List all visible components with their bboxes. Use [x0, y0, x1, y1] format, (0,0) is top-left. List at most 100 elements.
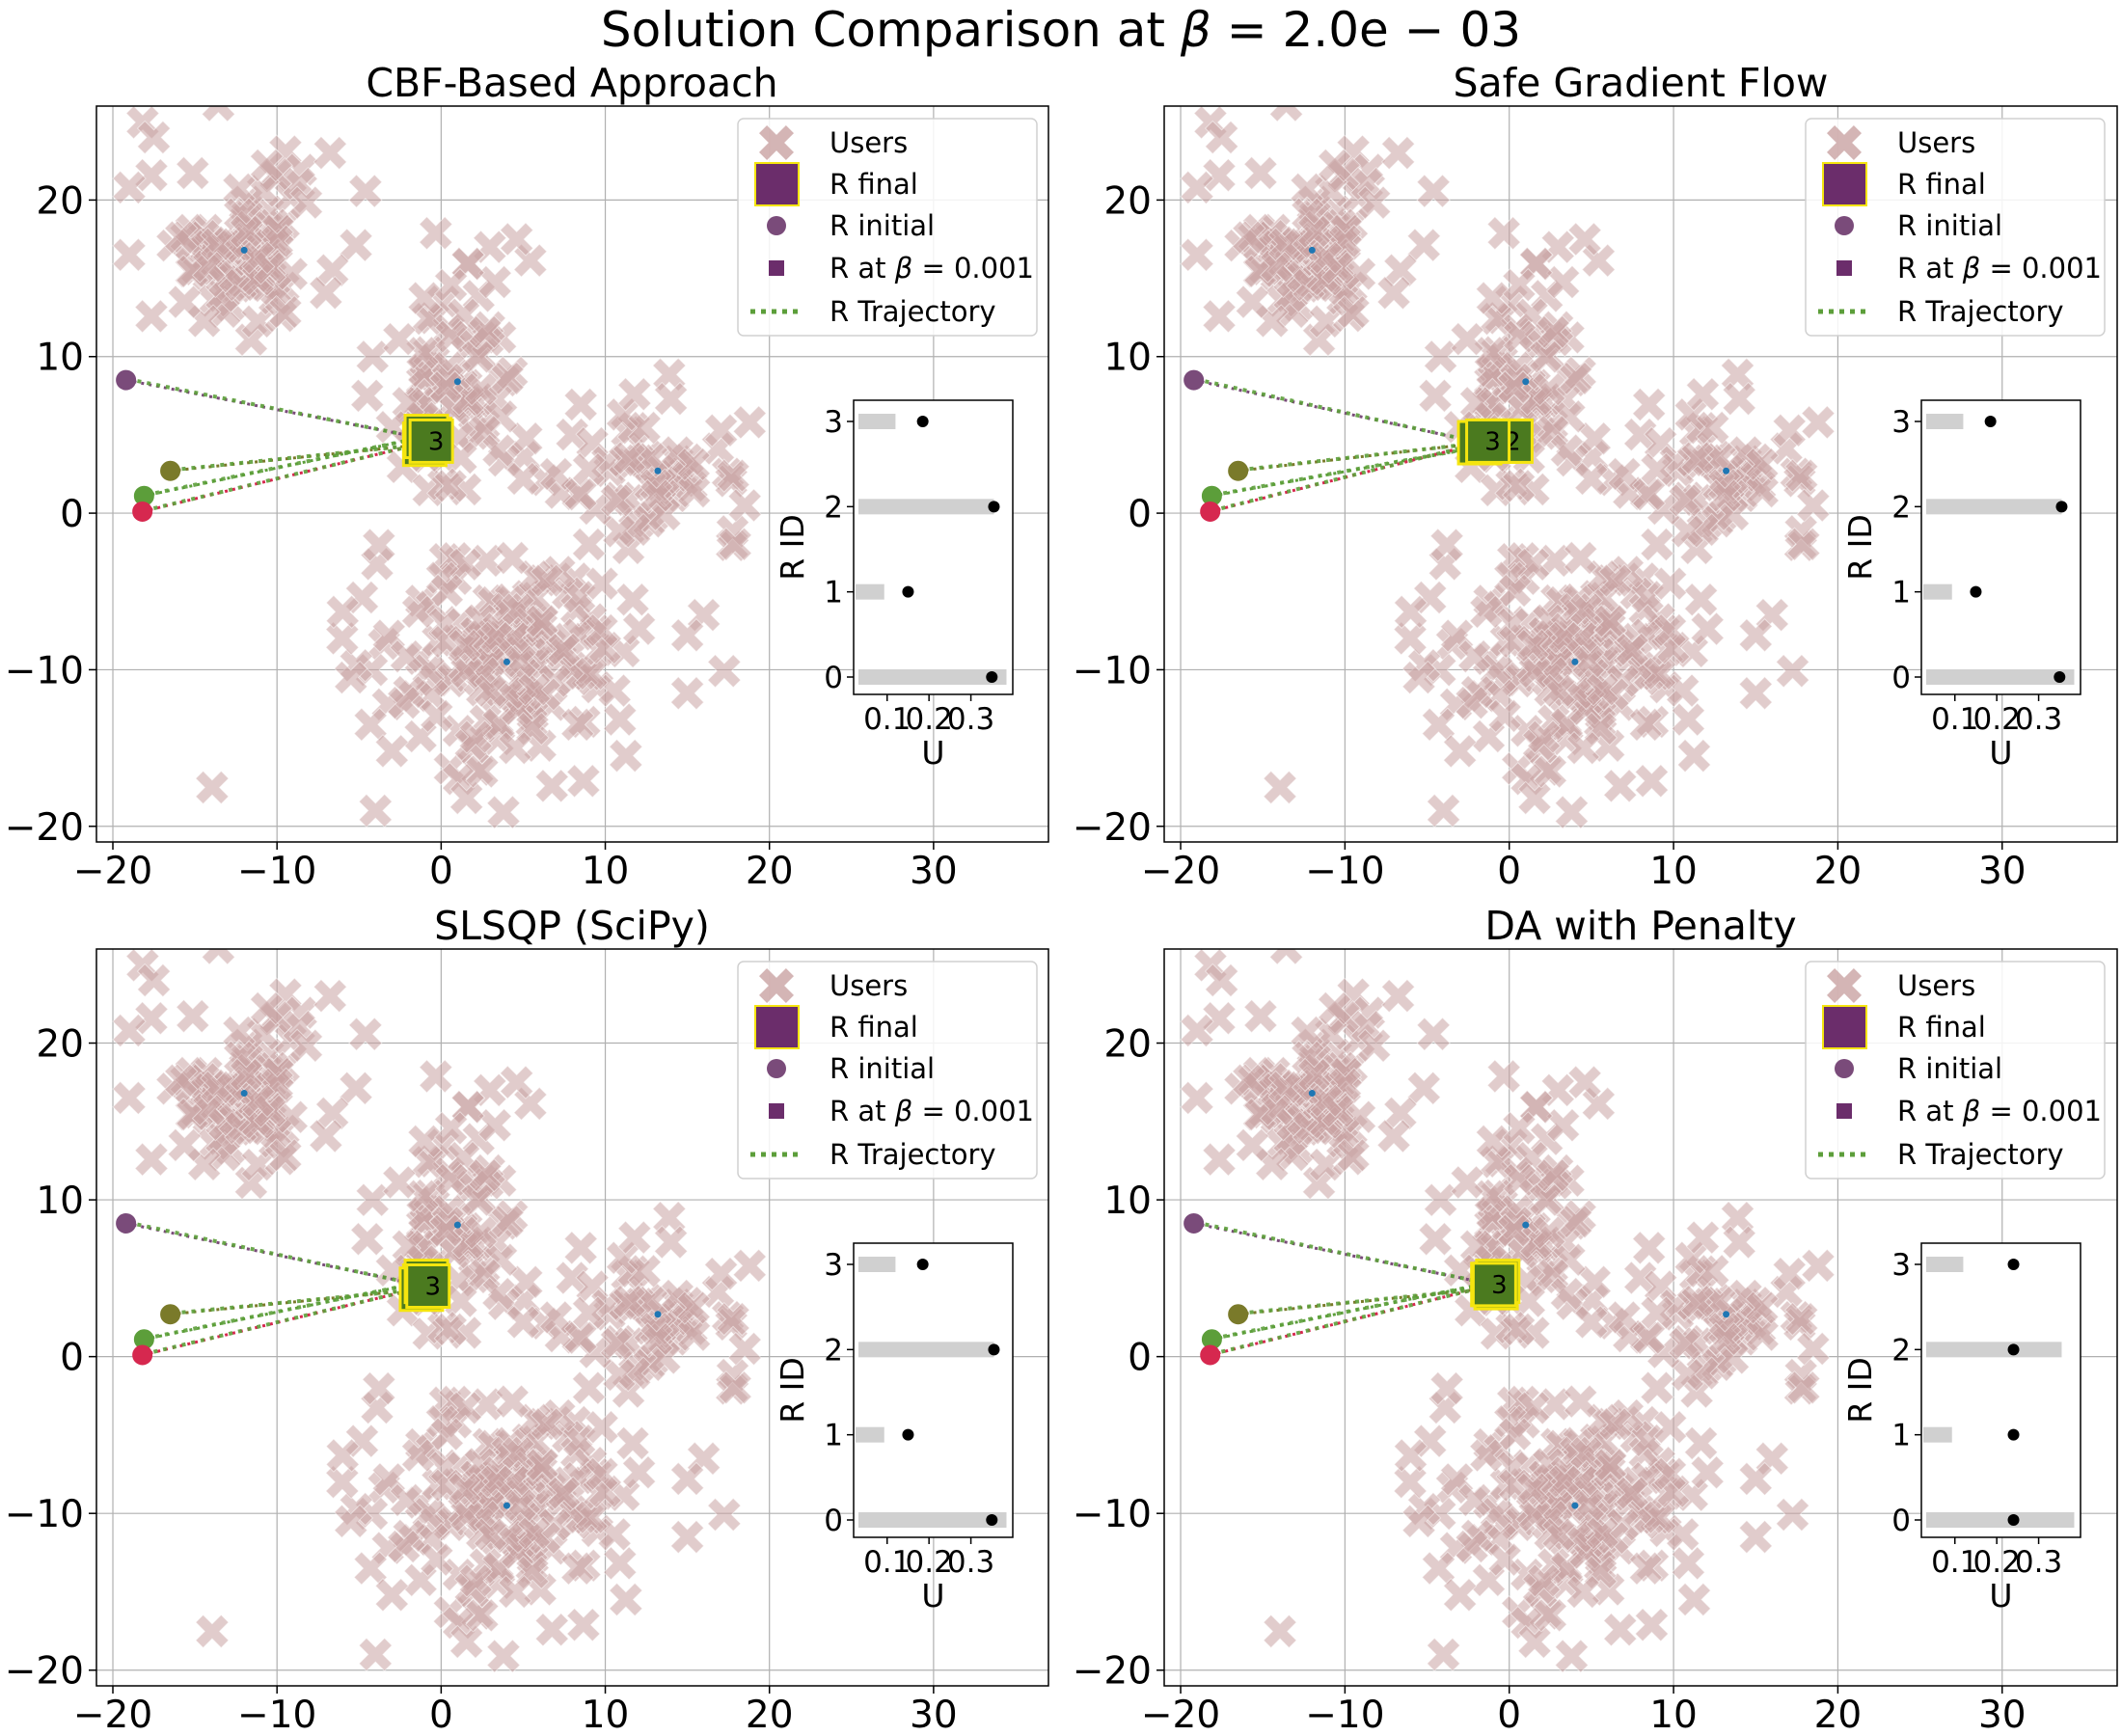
legend-label: R at β = 0.001: [830, 252, 1034, 285]
user-marker: [499, 1065, 534, 1099]
user-marker: [350, 1222, 385, 1257]
inset-bar: [858, 1342, 994, 1358]
legend-initial-icon: [767, 216, 786, 235]
x-tick-label: 10: [582, 1694, 630, 1736]
user-marker: [1634, 764, 1670, 799]
user-marker: [1475, 1124, 1510, 1159]
x-tick-label: −10: [237, 850, 316, 893]
user-marker: [1296, 214, 1332, 249]
user-marker: [1671, 702, 1706, 737]
user-marker: [653, 1225, 689, 1260]
trajectory-path: [1195, 1220, 1494, 1287]
user-marker: [112, 170, 147, 205]
r-final-label: 3: [1491, 1271, 1508, 1300]
user-marker: [1567, 1065, 1602, 1099]
x-tick-label: 30: [910, 1694, 958, 1736]
user-marker: [449, 1624, 484, 1660]
figure-suptitle: Solution Comparison at β = 2.0e − 03: [601, 2, 1521, 58]
user-marker: [1204, 120, 1239, 155]
cluster-center: [654, 1311, 662, 1318]
user-marker: [1652, 566, 1688, 601]
cluster-center: [1522, 1221, 1530, 1229]
inset-x-tick-label: 0.2: [1973, 702, 2021, 737]
r-final-label: 3: [428, 427, 445, 456]
user-marker: [718, 1370, 752, 1405]
user-marker: [1202, 299, 1237, 334]
user-marker: [1801, 1248, 1836, 1284]
trajectory-line: [1210, 1283, 1495, 1357]
inset-point: [2007, 1259, 2020, 1270]
user-marker: [505, 1305, 541, 1340]
user-marker: [609, 1582, 643, 1617]
user-marker: [167, 285, 202, 319]
user-marker: [420, 1542, 454, 1577]
x-tick-label: 0: [1497, 1694, 1521, 1736]
user-marker: [112, 237, 147, 272]
user-marker: [1563, 1384, 1598, 1419]
user-marker: [1235, 1127, 1270, 1163]
inset-chart: 0 1 2 3 0.10.20.3U R ID: [774, 1242, 1014, 1614]
user-marker: [716, 1301, 750, 1337]
user-marker: [669, 618, 705, 653]
y-tick-label: 20: [1103, 1023, 1152, 1067]
user-marker: [1745, 1317, 1780, 1352]
x-tick-label: 20: [1814, 850, 1863, 893]
user-marker: [627, 1254, 662, 1288]
inset-y-tick-label: 1: [1891, 576, 1911, 610]
cluster-center: [1308, 246, 1316, 254]
inset-x-tick-label: 0.1: [863, 1545, 911, 1580]
cluster-center: [1522, 378, 1530, 386]
user-marker: [615, 583, 650, 617]
inset-point: [1984, 416, 1997, 427]
r-final-label: 3: [424, 1272, 441, 1301]
legend-label: R Trajectory: [1897, 1138, 2064, 1171]
user-marker: [1263, 770, 1297, 805]
user-marker: [727, 488, 762, 523]
legend-label: R final: [830, 168, 918, 201]
user-marker: [444, 1284, 478, 1318]
user-marker: [382, 321, 417, 357]
user-marker: [1536, 314, 1571, 350]
user-marker: [1784, 1301, 1819, 1337]
inset-y-tick-label: 0: [1891, 1504, 1911, 1538]
user-marker: [585, 1410, 619, 1445]
trajectory-path: [172, 442, 425, 473]
user-marker: [1574, 461, 1609, 497]
user-marker: [1676, 1582, 1712, 1617]
legend-final-icon: [1822, 1005, 1867, 1049]
user-marker: [1457, 1482, 1492, 1518]
user-marker: [1532, 371, 1566, 407]
user-marker: [1685, 377, 1721, 412]
y-tick-label: 0: [1128, 493, 1152, 536]
inset-x-label: U: [1989, 1577, 2012, 1614]
user-marker: [615, 1425, 650, 1461]
inset-point: [988, 501, 1000, 513]
user-marker: [433, 469, 468, 503]
inset-point: [2007, 1343, 2020, 1356]
user-marker: [1515, 1472, 1550, 1506]
r-final-marker: [1471, 1261, 1517, 1308]
user-marker: [676, 1290, 711, 1325]
legend-beta-icon: [769, 1103, 784, 1119]
user-marker: [732, 1248, 767, 1284]
user-marker: [348, 174, 383, 208]
legend-initial-icon: [767, 1059, 786, 1078]
user-marker: [1501, 1312, 1537, 1347]
user-marker: [389, 638, 424, 674]
x-tick-label: −20: [1141, 850, 1220, 893]
inset-y-tick-label: 0: [1891, 661, 1911, 695]
trajectory-path: [144, 439, 432, 513]
inset-bar: [858, 414, 896, 429]
r-final-marker: [408, 418, 454, 464]
cluster-center: [453, 1221, 461, 1229]
user-marker: [362, 528, 396, 562]
user-marker: [1603, 1613, 1638, 1647]
user-marker: [1772, 1256, 1807, 1291]
inset-x-tick-label: 0.1: [1931, 702, 1978, 737]
users-scatter: [1180, 106, 1836, 829]
user-marker: [1528, 1182, 1564, 1217]
user-marker: [490, 1204, 525, 1239]
y-tick-label: −10: [1073, 649, 1152, 692]
user-marker: [1502, 267, 1537, 303]
